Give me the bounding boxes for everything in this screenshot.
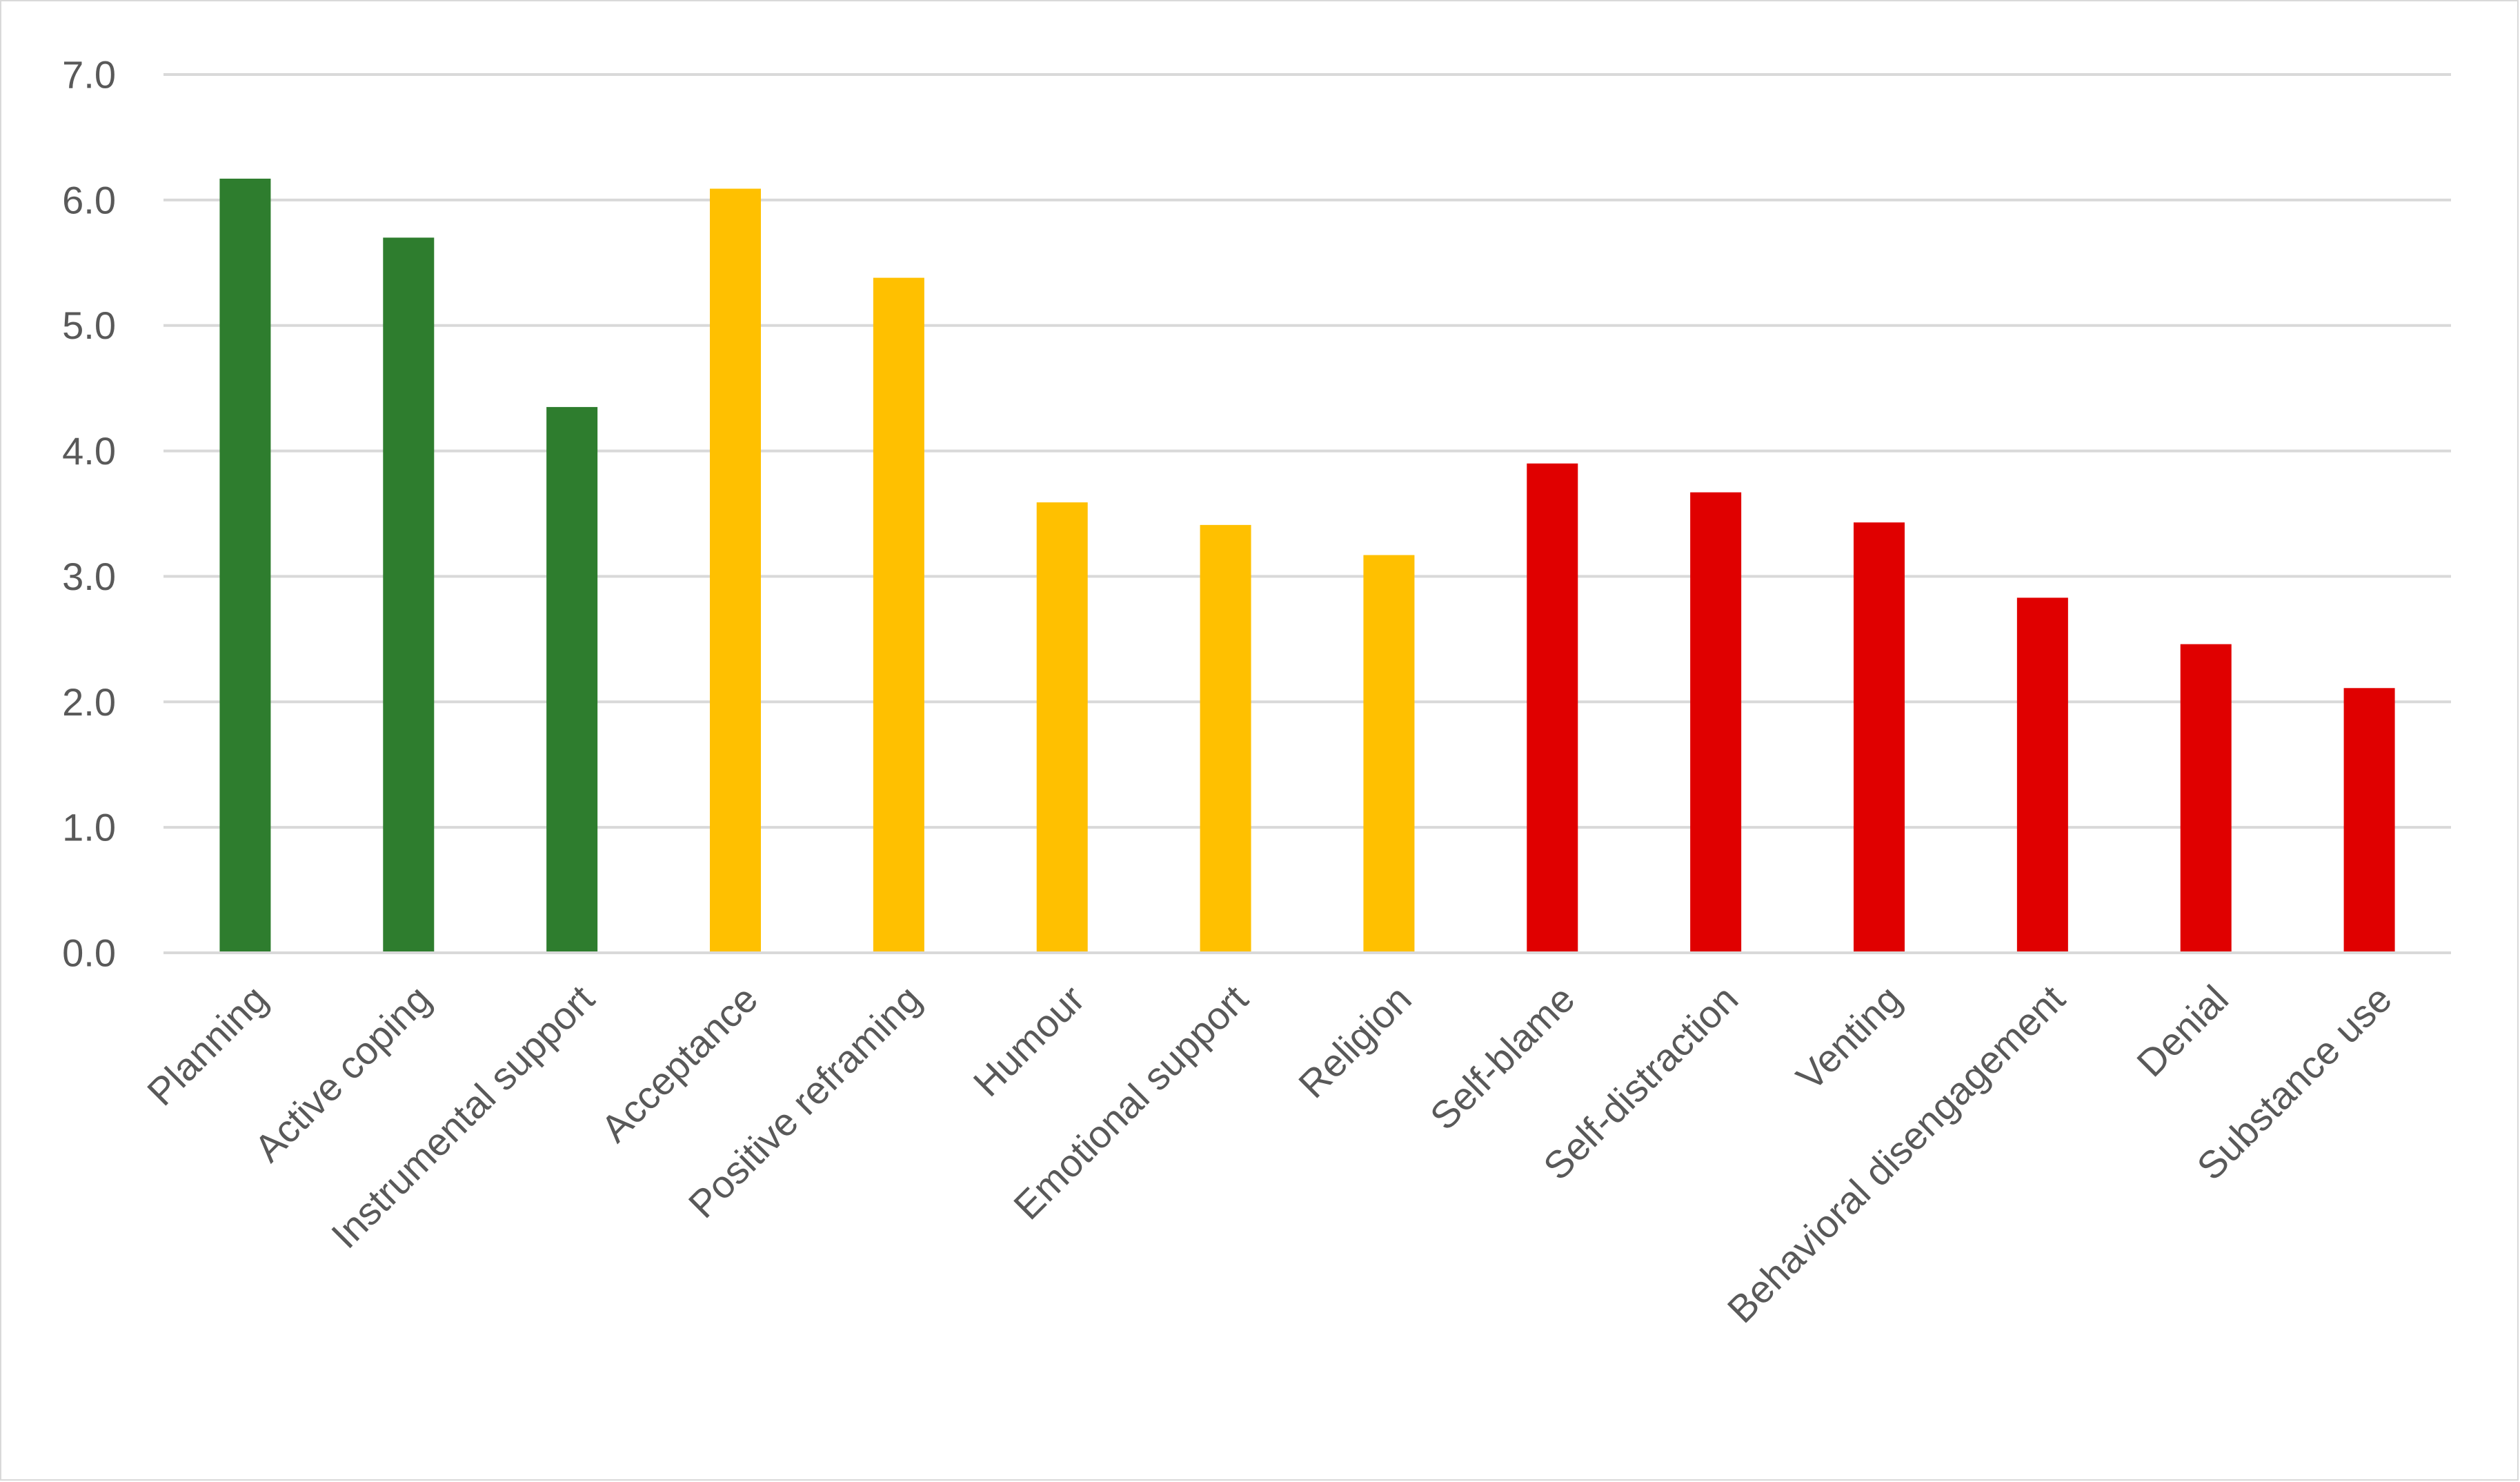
y-tick-label: 6.0 (62, 178, 116, 221)
y-tick-label: 0.0 (62, 931, 116, 975)
bar-active-coping (383, 237, 435, 953)
bar-acceptance (710, 188, 761, 953)
x-category-label: Humour (965, 977, 1093, 1105)
bars (219, 178, 2395, 954)
bar-religion (1363, 555, 1415, 953)
x-category-label: Religion (1290, 977, 1420, 1107)
x-category-label: Venting (1788, 977, 1910, 1099)
x-category-label: Self-blame (1422, 977, 1583, 1138)
bar-planning (219, 178, 271, 954)
y-tick-label: 3.0 (62, 555, 116, 598)
bar-behavioral-disengagement (2016, 597, 2068, 953)
y-axis-tick-labels: 0.0 1.0 2.0 3.0 4.0 5.0 6.0 7.0 (62, 53, 116, 975)
bar-humour (1036, 502, 1088, 953)
bar-emotional-support (1200, 524, 1251, 953)
bar-venting (1854, 522, 1905, 953)
y-tick-label: 7.0 (62, 53, 116, 97)
x-category-label: Behavioral disengagement (1719, 976, 2074, 1331)
y-tick-label: 4.0 (62, 429, 116, 473)
y-tick-label: 1.0 (62, 806, 116, 849)
x-category-label: Planning (139, 977, 276, 1114)
bar-positive-reframing (873, 277, 924, 953)
x-category-label: Instrumental support (323, 976, 603, 1256)
bar-instrumental-support (546, 406, 598, 953)
gridlines (163, 73, 2451, 829)
x-category-label: Acceptance (593, 977, 766, 1150)
x-category-label: Denial (2128, 977, 2236, 1085)
bar-self-blame (1527, 463, 1578, 953)
y-tick-label: 2.0 (62, 680, 116, 724)
bar-substance-use (2343, 688, 2395, 953)
bar-self-distraction (1690, 492, 1742, 953)
bar-denial (2180, 644, 2232, 953)
y-tick-label: 5.0 (62, 304, 116, 347)
